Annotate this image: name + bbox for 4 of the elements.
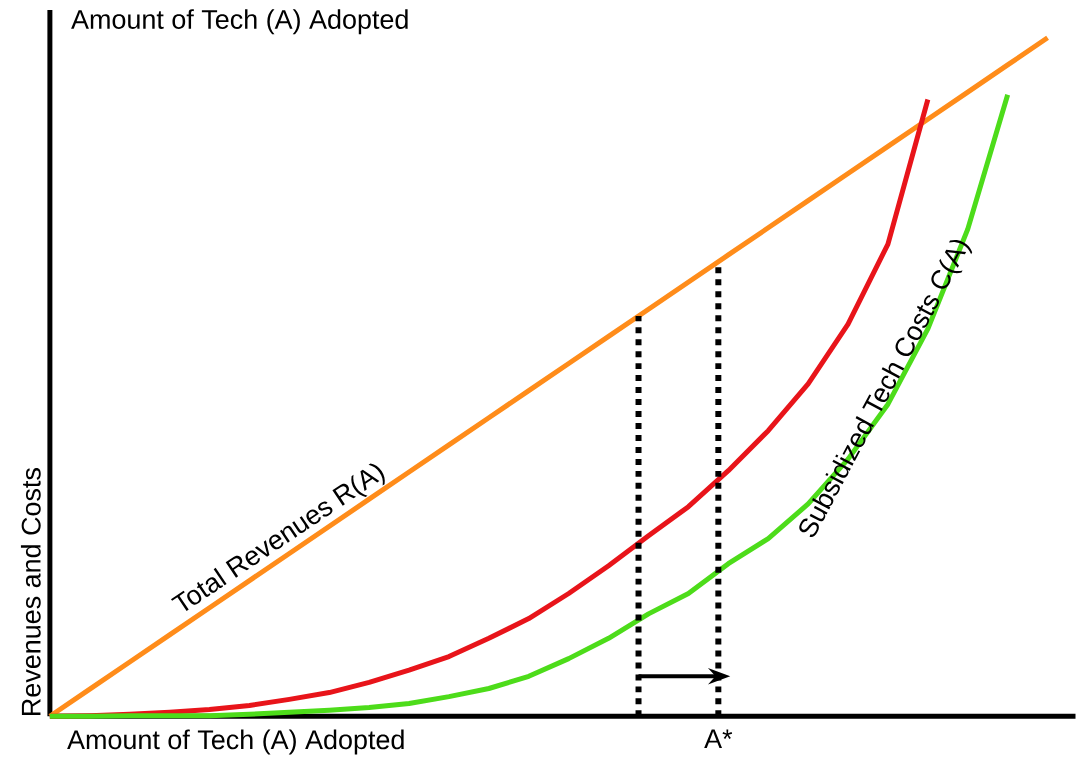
text: A*: [704, 729, 733, 748]
chart-title: Amount of Tech (A) Adopted: [71, 9, 408, 35]
x-axis-title: Amount of Tech (A) Adopted: [67, 729, 404, 755]
y-axis-title: Revenues and Costs: [20, 467, 41, 715]
